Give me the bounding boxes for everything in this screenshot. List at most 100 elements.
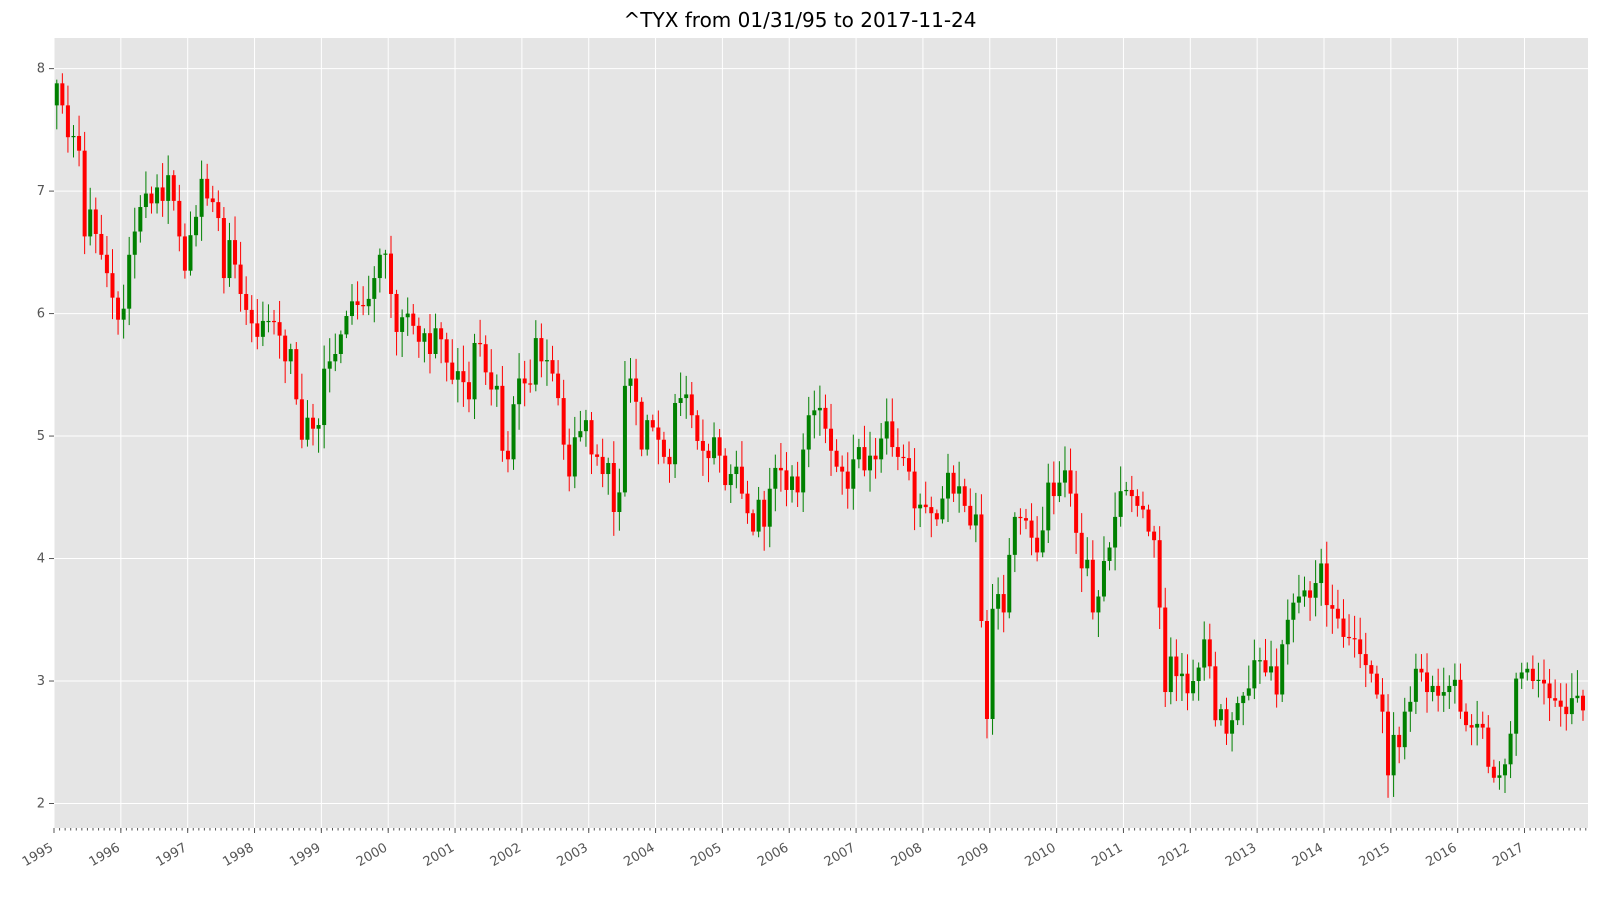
- candle-body: [216, 202, 221, 219]
- candle-body: [1363, 654, 1368, 666]
- candle-body: [550, 360, 555, 374]
- candle-body: [283, 335, 288, 362]
- y-tick-label: 8: [37, 62, 45, 77]
- candle-body: [1374, 673, 1379, 695]
- candle-body: [155, 187, 160, 204]
- candle-body: [160, 187, 165, 201]
- candle-body: [544, 360, 549, 362]
- candle-body: [288, 349, 293, 362]
- candle-body: [177, 200, 182, 237]
- x-tick-label: 2015: [1357, 840, 1393, 870]
- x-tick-label: 2012: [1156, 840, 1192, 870]
- candle-body: [1174, 656, 1179, 677]
- candle-body: [628, 378, 633, 386]
- candle-body: [199, 178, 204, 217]
- x-tick-label: 2010: [1022, 840, 1058, 870]
- x-tick-label: 2000: [354, 840, 390, 870]
- x-tick-label: 2005: [688, 840, 724, 870]
- candle-body: [1023, 518, 1028, 521]
- candle-body: [472, 342, 477, 400]
- candle-body: [60, 83, 65, 106]
- candle-body: [188, 235, 193, 271]
- candle-body: [901, 456, 906, 459]
- candle-body: [739, 466, 744, 494]
- candle-body: [984, 621, 989, 719]
- candle-body: [1441, 692, 1446, 696]
- candle-body: [968, 505, 973, 526]
- x-tick-label: 1995: [20, 840, 56, 870]
- candle-body: [1062, 470, 1067, 483]
- candle-body: [1580, 695, 1585, 711]
- candle-body: [1380, 694, 1385, 712]
- y-tick-label: 5: [37, 429, 45, 444]
- candle-body: [996, 594, 1001, 609]
- candle-body: [299, 399, 304, 440]
- candle-body: [667, 456, 672, 465]
- x-tick-label: 2008: [889, 840, 925, 870]
- candle-body: [528, 383, 533, 385]
- candle-body: [650, 420, 655, 428]
- candle-body: [1085, 559, 1090, 569]
- candle-body: [1425, 672, 1430, 693]
- candle-body: [1536, 679, 1541, 682]
- candle-body: [1029, 520, 1034, 538]
- candle-body: [1430, 685, 1435, 693]
- candle-body: [778, 467, 783, 471]
- x-tick-label: 2001: [421, 840, 457, 870]
- candle-body: [1135, 496, 1140, 506]
- candle-body: [333, 354, 338, 362]
- candle-body: [1191, 681, 1196, 694]
- candle-body: [1040, 530, 1045, 553]
- candle-body: [561, 398, 566, 445]
- candle-body: [845, 471, 850, 489]
- candle-body: [639, 401, 644, 450]
- candle-body: [439, 328, 444, 340]
- candle-body: [1469, 725, 1474, 728]
- candle-body: [455, 371, 460, 380]
- candle-body: [567, 444, 572, 477]
- candle-body: [311, 417, 316, 429]
- candle-body: [1503, 764, 1508, 776]
- candle-body: [249, 309, 254, 324]
- candle-body: [862, 447, 867, 471]
- candle-body: [912, 471, 917, 509]
- candle-body: [661, 439, 666, 457]
- x-tick-label: 2017: [1490, 840, 1526, 870]
- candle-body: [110, 273, 115, 298]
- candle-body: [1313, 583, 1318, 598]
- candle-body: [1291, 602, 1296, 620]
- candle-body: [1246, 688, 1251, 696]
- x-tick-label: 1998: [220, 840, 256, 870]
- candle-body: [1464, 711, 1469, 726]
- candle-body: [377, 254, 382, 279]
- candle-body: [622, 385, 627, 493]
- candle-body: [411, 313, 416, 326]
- candle-body: [294, 349, 299, 400]
- candle-body: [1564, 706, 1569, 715]
- candle-body: [934, 513, 939, 520]
- candle-body: [1012, 516, 1017, 555]
- candle-body: [143, 193, 148, 208]
- candle-body: [678, 398, 683, 403]
- candle-body: [338, 334, 343, 354]
- candle-body: [71, 135, 76, 138]
- candle-body: [1046, 482, 1051, 531]
- candle-body: [1419, 668, 1424, 673]
- candle-body: [945, 472, 951, 499]
- candle-body: [712, 437, 717, 459]
- candle-body: [316, 425, 321, 429]
- candle-body: [65, 105, 70, 138]
- candle-body: [1352, 638, 1357, 640]
- candle-body: [1207, 639, 1212, 667]
- candle-body: [322, 368, 327, 426]
- grid-lines: [53, 38, 1588, 828]
- candle-body: [1096, 596, 1101, 613]
- candle-body: [695, 415, 700, 441]
- candle-body: [895, 447, 900, 457]
- candle-body: [422, 333, 427, 342]
- candle-body: [840, 466, 845, 472]
- candle-body: [801, 449, 806, 493]
- candle-body: [706, 450, 711, 459]
- candle-body: [1413, 668, 1418, 702]
